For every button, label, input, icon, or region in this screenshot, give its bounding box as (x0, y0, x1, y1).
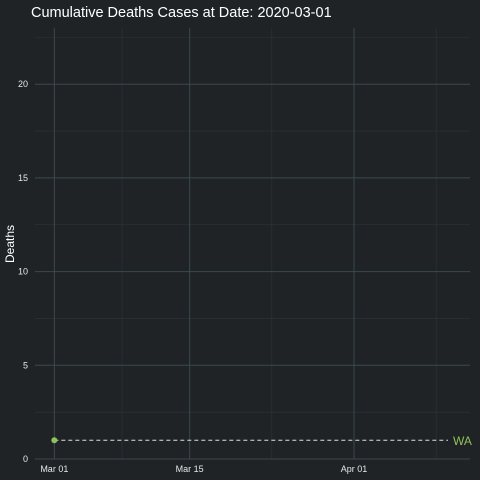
y-axis-label: Deaths (3, 225, 17, 263)
x-tick-label: Apr 01 (341, 464, 368, 474)
chart-title: Cumulative Deaths Cases at Date: 2020-03… (31, 5, 332, 21)
y-tick-label: 0 (23, 454, 28, 464)
y-tick-label: 10 (18, 267, 28, 277)
y-tick-label: 5 (23, 360, 28, 370)
y-tick-label: 15 (18, 173, 28, 183)
series-layer: WA (51, 434, 472, 448)
series-label: WA (453, 434, 472, 448)
ticks-layer: 0 5 10 15 20 Mar 01 Mar 15 Apr 01 (18, 79, 367, 474)
x-tick-label: Mar 15 (176, 464, 204, 474)
data-point (51, 437, 58, 444)
grid-layer (35, 28, 470, 460)
x-tick-label: Mar 01 (40, 464, 68, 474)
y-tick-label: 20 (18, 79, 28, 89)
